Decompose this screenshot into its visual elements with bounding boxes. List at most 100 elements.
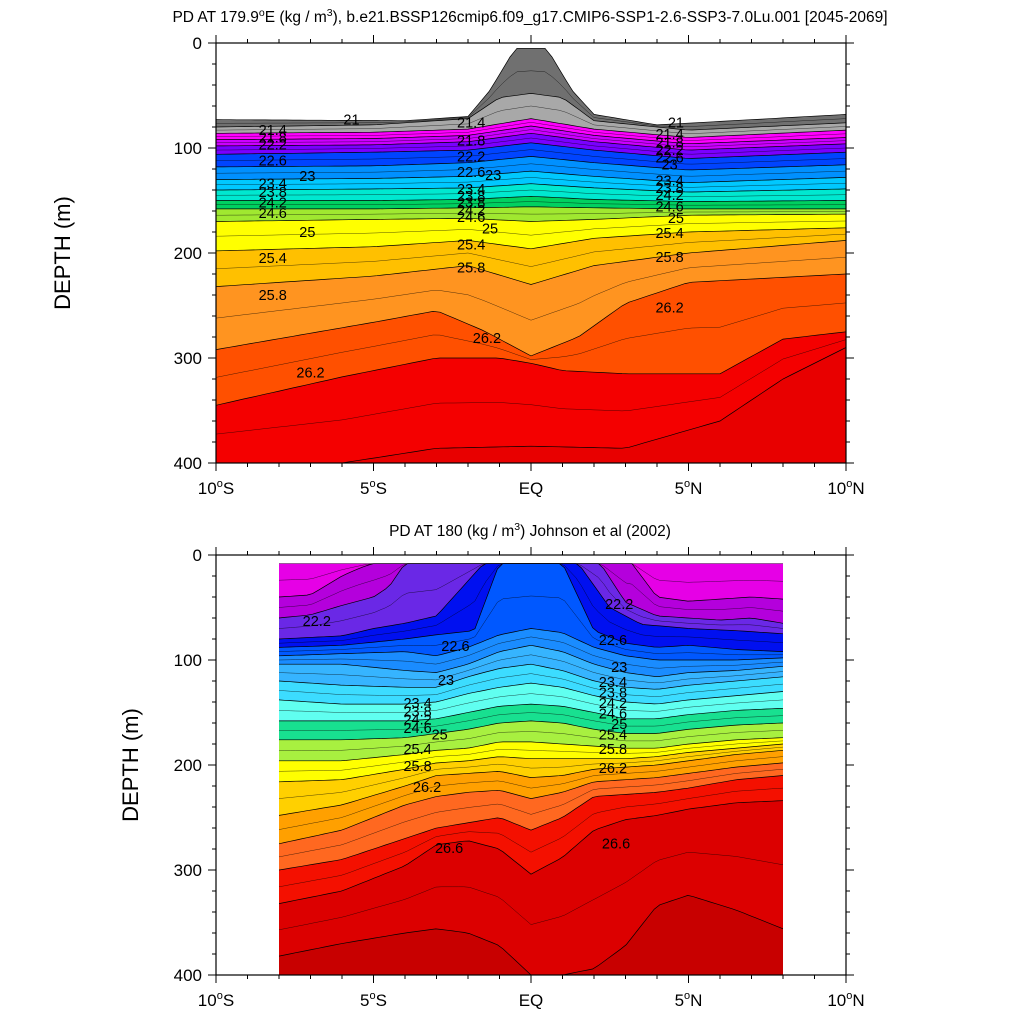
- panel-model-section: 2121.421.822.222.62323.423.824.224.62525…: [50, 7, 888, 498]
- isopycnal-fill-27: [216, 347, 846, 463]
- isopycnal-line-intermediate: [279, 693, 783, 713]
- y-axis-label: DEPTH (m): [118, 708, 143, 822]
- isopycnal-line-intermediate: [279, 730, 783, 751]
- isopycnal-line-23-4: [216, 170, 846, 183]
- y-tick-label: 400: [174, 966, 202, 985]
- isopycnal-line-intermediate: [279, 787, 783, 888]
- isopycnal-line-intermediate: [279, 712, 783, 731]
- isopycnal-line-intermediate: [279, 756, 783, 830]
- contour-label: 22.2: [457, 149, 485, 165]
- x-tick-label: 10oN: [827, 478, 864, 498]
- isopycnal-line-22-2: [279, 563, 783, 624]
- isopycnal-line-intermediate: [279, 768, 783, 858]
- chart-title: PD AT 180 (kg / m3) Johnson et al (2002): [389, 521, 671, 540]
- isopycnal-line-intermediate: [279, 654, 783, 684]
- isopycnal-line-24-2: [279, 663, 783, 690]
- contour-label: 22.2: [259, 138, 287, 154]
- contour-label: 25.8: [599, 742, 627, 758]
- x-tick-label: 10oS: [198, 990, 234, 1010]
- contour-label: 26.6: [602, 837, 630, 853]
- isopycnal-line-25-4: [216, 227, 846, 252]
- isopycnal-line-21-8: [279, 563, 783, 602]
- contour-label: 24.2: [655, 188, 683, 204]
- isopycnal-line-23: [216, 156, 846, 171]
- isopycnal-line-22-6: [216, 142, 846, 159]
- contour-label: 23.8: [655, 181, 683, 197]
- isopycnal-line-intermediate: [216, 211, 846, 216]
- contour-label: 24.6: [457, 210, 485, 226]
- contour-label: 24.6: [403, 721, 431, 737]
- contour-label: 25: [668, 211, 684, 227]
- isopycnal-line-25-8: [279, 737, 783, 762]
- y-tick-label: 100: [174, 139, 202, 158]
- isopycnal-line-24-6: [216, 206, 846, 210]
- isopycnal-line-26-2: [216, 273, 846, 357]
- isopycnal-line-intermediate: [279, 595, 783, 656]
- isopycnal-line-24-2: [216, 195, 846, 202]
- contour-label: 23.8: [457, 195, 485, 211]
- isopycnal-line-25-8: [216, 240, 846, 287]
- contour-label: 22.6: [441, 639, 469, 655]
- isopycnal-line-26-2: [279, 749, 783, 816]
- contour-label: 21.8: [655, 136, 683, 152]
- isopycnal-line-23-8: [216, 183, 846, 193]
- contour-label: 25.4: [655, 226, 683, 242]
- isopycnal-line-intermediate: [216, 129, 846, 148]
- y-tick-label: 0: [193, 34, 202, 53]
- isopycnal-line-intermediate: [216, 189, 846, 198]
- contour-label: 25: [482, 222, 498, 238]
- contour-label: 25.8: [259, 288, 287, 304]
- isopycnal-line-intermediate: [216, 233, 846, 270]
- contour-label: 26.2: [599, 761, 627, 777]
- contour-label: 23.4: [259, 177, 287, 193]
- contour-fills: [279, 563, 783, 976]
- isopycnal-line-22-2: [216, 132, 846, 151]
- contour-label: 25.4: [599, 727, 627, 743]
- x-tick-label: EQ: [519, 991, 544, 1010]
- contour-labels: 2121.421.822.222.62323.423.824.224.62525…: [259, 113, 684, 382]
- y-tick-label: 300: [174, 861, 202, 880]
- contour-label: 26.2: [413, 780, 441, 796]
- x-tick-label: 5oS: [360, 478, 387, 498]
- isopycnal-line-25: [279, 703, 783, 722]
- contour-label: 25.8: [403, 759, 431, 775]
- contour-lines: [216, 47, 846, 463]
- x-tick-label: EQ: [519, 479, 544, 498]
- contour-label: 21.8: [259, 130, 287, 146]
- isopycnal-line-intermediate: [279, 563, 783, 644]
- contour-label: 26.2: [296, 366, 324, 382]
- isopycnal-line-intermediate: [279, 673, 783, 697]
- isopycnal-line-26-4: [279, 762, 783, 845]
- contour-label: 26.6: [435, 841, 463, 857]
- isopycnal-line-23: [279, 563, 783, 652]
- contour-label: 24.2: [457, 203, 485, 219]
- contour-label: 25.4: [259, 251, 287, 267]
- contour-label: 25: [611, 717, 627, 733]
- isopycnal-line-intermediate: [216, 105, 846, 134]
- isopycnal-line-intermediate: [216, 163, 846, 177]
- contour-label: 25: [299, 225, 315, 241]
- isopycnal-fill-27: [279, 895, 783, 976]
- contour-label: 23.4: [457, 182, 485, 198]
- contour-label: 23: [299, 169, 315, 185]
- contour-label: 23.8: [259, 185, 287, 201]
- contour-label: 23: [611, 660, 627, 676]
- y-axis-label: DEPTH (m): [50, 196, 75, 310]
- isopycnal-line-21-4: [216, 118, 846, 138]
- contour-label: 22.6: [599, 633, 627, 649]
- axis-ticks: [208, 547, 854, 983]
- contour-label: 23.4: [403, 696, 431, 712]
- isopycnal-line-26: [279, 743, 783, 783]
- isopycnal-line-intermediate: [279, 740, 783, 772]
- axis-ticks: [208, 35, 854, 471]
- isopycnal-line-intermediate: [279, 563, 783, 583]
- isopycnal-line-23-4: [279, 628, 783, 661]
- isopycnal-line-intermediate: [279, 563, 783, 612]
- isopycnal-line-intermediate: [216, 220, 846, 237]
- contour-label: 23: [438, 673, 454, 689]
- contour-label: 26.2: [473, 331, 501, 347]
- y-tick-label: 300: [174, 349, 202, 368]
- isopycnal-line-25: [216, 213, 846, 222]
